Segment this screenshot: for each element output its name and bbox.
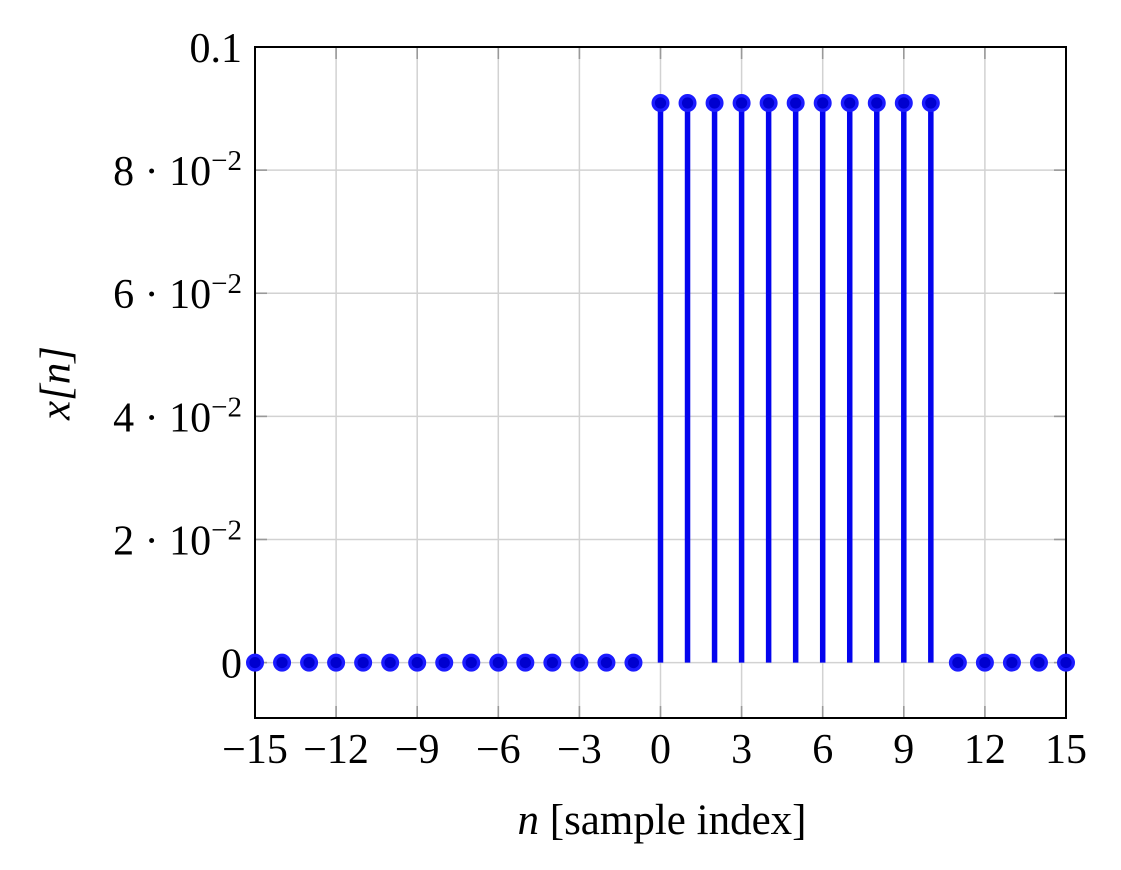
svg-text:8 · 10−2: 8 · 10−2 <box>113 145 242 195</box>
y-tick-labels: 0 2 · 10−2 4 · 10−2 6 · 10−2 8 · 10−2 0.1 <box>113 26 242 688</box>
y-axis-label: x[n] <box>32 346 81 420</box>
x-tick-labels: −15 −12 −9 −6 −3 0 3 6 9 12 15 <box>222 727 1087 773</box>
svg-text:4 · 10−2: 4 · 10−2 <box>113 391 242 441</box>
stem-markers <box>245 94 1075 672</box>
x-axis-label-rest: [sample index] <box>539 797 807 844</box>
y-axis-label-math: x[n] <box>32 345 80 421</box>
svg-text:12: 12 <box>964 727 1006 773</box>
svg-text:−12: −12 <box>303 727 369 773</box>
svg-text:6: 6 <box>812 727 833 773</box>
svg-text:2 · 10−2: 2 · 10−2 <box>113 514 242 564</box>
svg-text:3: 3 <box>731 727 752 773</box>
svg-text:15: 15 <box>1045 727 1087 773</box>
svg-text:−15: −15 <box>222 727 288 773</box>
x-axis-label-math: n <box>517 797 540 844</box>
svg-text:0: 0 <box>221 642 242 688</box>
svg-text:9: 9 <box>893 727 914 773</box>
plot-frame <box>254 46 1067 719</box>
svg-text:−3: −3 <box>557 727 602 773</box>
svg-text:−9: −9 <box>395 727 440 773</box>
svg-text:−6: −6 <box>476 727 521 773</box>
svg-text:0.1: 0.1 <box>190 26 243 72</box>
x-axis-label: n [sample index] <box>518 796 807 845</box>
stem-lines <box>657 103 934 663</box>
svg-text:0: 0 <box>650 727 671 773</box>
svg-text:6 · 10−2: 6 · 10−2 <box>113 268 242 318</box>
